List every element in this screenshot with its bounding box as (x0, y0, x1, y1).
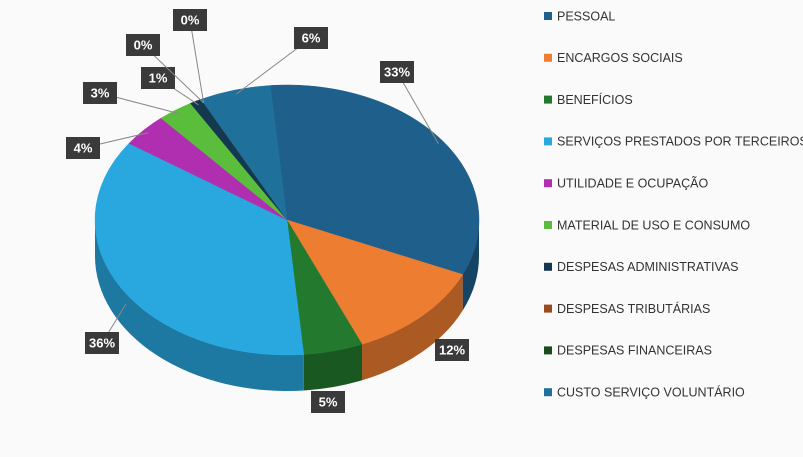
legend-swatch (544, 137, 552, 146)
legend-swatch (544, 95, 552, 104)
slice-side-shade (362, 274, 463, 381)
legend-swatch (544, 346, 552, 355)
data-label-box (141, 67, 175, 89)
slice (200, 85, 288, 221)
data-label: 0% (181, 12, 200, 27)
legend-swatch (544, 179, 552, 188)
data-label: 6% (302, 30, 321, 45)
legend-label: DESPESAS ADMINISTRATIVAS (557, 260, 739, 274)
data-label-box (380, 61, 414, 83)
data-label: 36% (89, 335, 115, 350)
data-label-box (173, 9, 207, 31)
slice-side (95, 220, 304, 392)
legend-swatch (544, 262, 552, 271)
data-label: 5% (319, 394, 338, 409)
data-label-box (126, 34, 160, 56)
slice (286, 219, 464, 345)
data-label: 3% (91, 85, 110, 100)
slice-side-shade (95, 220, 304, 392)
slice (269, 84, 480, 275)
legend-label: UTILIDADE E OCUPAÇÃO (557, 176, 708, 190)
data-label: 12% (439, 342, 465, 357)
legend-swatch (544, 388, 552, 397)
legend-label: MATERIAL DE USO E CONSUMO (557, 218, 750, 232)
data-label: 0% (134, 37, 153, 52)
slice-side (462, 220, 479, 311)
leader-line (189, 19, 205, 103)
legend-label: PESSOAL (557, 9, 615, 23)
slice-side (362, 274, 463, 381)
legend-swatch (544, 12, 552, 20)
legend-label: DESPESAS TRIBUTÁRIAS (557, 301, 710, 316)
data-label-box (311, 391, 345, 413)
leader-line (396, 71, 439, 145)
slice (94, 143, 305, 356)
data-label-box (85, 332, 119, 354)
slice-side-shade (462, 220, 479, 311)
legend-label: SERVIÇOS PRESTADOS POR TERCEIROS (557, 135, 803, 149)
slice-side (303, 344, 363, 391)
data-label: 33% (384, 64, 410, 79)
data-label-box (83, 82, 117, 104)
legend-label: DESPESAS FINANCEIRAS (557, 344, 712, 358)
data-label-box (66, 137, 100, 159)
legend-label: ENCARGOS SOCIAIS (557, 51, 683, 65)
legend-swatch (544, 221, 552, 229)
data-label: 4% (74, 140, 93, 155)
data-label-box (435, 339, 469, 361)
legend-swatch (544, 304, 552, 313)
data-label-box (294, 27, 328, 49)
legend-swatch (544, 53, 552, 62)
data-label: 1% (149, 70, 168, 85)
legend-label: CUSTO SERVIÇO VOLUNTÁRIO (557, 384, 745, 399)
legend-label: BENEFÍCIOS (557, 92, 633, 107)
slice-side-shade (303, 344, 363, 391)
